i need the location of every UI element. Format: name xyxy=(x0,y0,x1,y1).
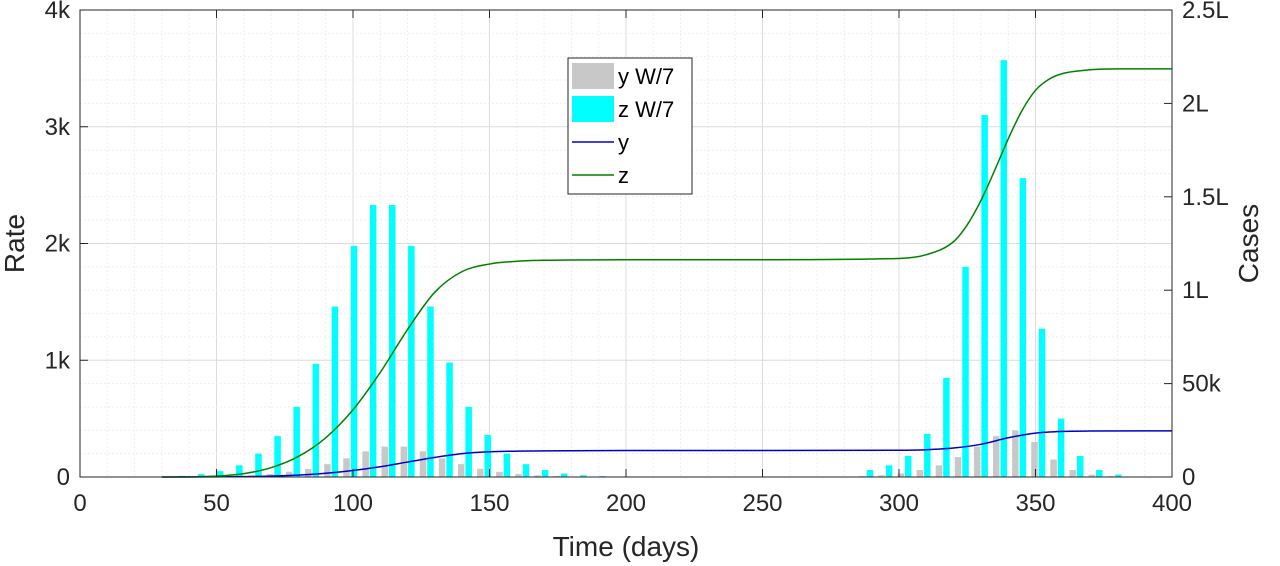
bar-y-w-7 xyxy=(305,468,312,477)
bar-z-w-7 xyxy=(1096,469,1103,477)
bar-y-w-7 xyxy=(935,465,943,477)
bar-y-w-7 xyxy=(343,458,350,477)
bars xyxy=(171,60,1122,477)
bar-z-w-7 xyxy=(484,434,492,477)
x-tick-label: 250 xyxy=(742,490,782,517)
bar-z-w-7 xyxy=(866,469,874,477)
bar-y-w-7 xyxy=(1012,430,1019,477)
bar-z-w-7 xyxy=(446,362,453,477)
x-axis-label: Time (days) xyxy=(553,531,700,562)
legend-swatch-z-w7 xyxy=(572,96,614,122)
bar-y-w-7 xyxy=(1088,474,1096,477)
lines xyxy=(161,68,1173,478)
bar-y-w-7 xyxy=(1031,441,1038,477)
legend-label-z-w7: z W/7 xyxy=(618,97,674,122)
bar-z-w-7 xyxy=(962,266,969,477)
ticks: 0 50 100 150 200 250 300 350 40001k2k3k4k050k1L1… xyxy=(45,0,1229,517)
legend-label-y: y xyxy=(618,130,629,155)
x-tick-label: 150 xyxy=(469,490,509,517)
bar-z-w-7 xyxy=(943,377,950,477)
bar-z-w-7 xyxy=(465,406,472,477)
bar-z-w-7 xyxy=(580,475,587,477)
bar-z-w-7 xyxy=(981,115,988,477)
bar-y-w-7 xyxy=(362,451,369,477)
bar-z-w-7 xyxy=(274,436,281,477)
bar-z-w-7 xyxy=(408,245,415,477)
y-left-tick-label: 1k xyxy=(45,347,71,374)
bar-z-w-7 xyxy=(293,406,300,477)
bar-z-w-7 xyxy=(522,464,530,477)
grid xyxy=(79,9,1173,478)
y-right-tick-label: 1.5L xyxy=(1182,184,1229,211)
y-left-tick-label: 3k xyxy=(45,114,71,141)
y-right-tick-label: 0 xyxy=(1182,464,1195,491)
bar-z-w-7 xyxy=(560,473,568,477)
bar-y-w-7 xyxy=(419,451,427,477)
bar-z-w-7 xyxy=(331,306,339,477)
bar-y-w-7 xyxy=(438,458,446,477)
y-axis-left-label: Rate xyxy=(0,214,30,273)
bar-z-w-7 xyxy=(1057,418,1065,477)
bar-y-w-7 xyxy=(285,471,293,477)
bar-y-w-7 xyxy=(878,475,885,477)
bar-z-w-7 xyxy=(1000,60,1008,477)
y-left-tick-label: 0 xyxy=(57,464,70,491)
y-right-tick-label: 2L xyxy=(1182,90,1209,117)
x-tick-label: 0 xyxy=(73,490,86,517)
legend: y W/7 z W/7 y z xyxy=(567,57,693,195)
legend-swatch-y-w7 xyxy=(572,63,614,89)
bar-z-w-7 xyxy=(503,453,511,477)
legend-label-z: z xyxy=(618,163,629,188)
y-left-tick-label: 2k xyxy=(45,231,71,258)
y-right-tick-label: 1L xyxy=(1182,277,1209,304)
bar-y-w-7 xyxy=(381,446,388,477)
x-tick-label: 300 xyxy=(879,490,919,517)
bar-y-w-7 xyxy=(400,446,408,477)
y-left-tick-label: 4k xyxy=(45,0,71,24)
bar-z-w-7 xyxy=(427,306,434,477)
bar-y-w-7 xyxy=(993,436,1000,477)
bar-y-w-7 xyxy=(496,471,503,477)
x-tick-label: 50 xyxy=(203,490,230,517)
bar-z-w-7 xyxy=(255,453,262,477)
bar-y-w-7 xyxy=(477,468,484,477)
bar-y-w-7 xyxy=(324,464,331,477)
bar-z-w-7 xyxy=(350,245,358,477)
bar-z-w-7 xyxy=(904,455,912,477)
line-series-z xyxy=(161,68,1172,478)
bar-y-w-7 xyxy=(515,474,522,477)
bar-z-w-7 xyxy=(312,363,320,477)
line-series-y xyxy=(161,430,1173,478)
bar-y-w-7 xyxy=(954,457,962,477)
bar-y-w-7 xyxy=(973,446,981,477)
bar-z-w-7 xyxy=(236,465,243,477)
y-right-tick-label: 2.5L xyxy=(1182,0,1229,24)
bar-y-w-7 xyxy=(534,475,541,477)
bar-y-w-7 xyxy=(457,464,465,477)
bar-z-w-7 xyxy=(1115,474,1122,477)
legend-label-y-w7: y W/7 xyxy=(618,64,674,89)
bar-z-w-7 xyxy=(388,204,396,477)
x-tick-label: 350 xyxy=(1015,490,1055,517)
x-tick-label: 400 xyxy=(1152,490,1192,517)
bar-z-w-7 xyxy=(217,471,224,477)
y-right-tick-label: 50k xyxy=(1182,371,1222,398)
x-tick-label: 100 xyxy=(333,490,373,517)
bar-y-w-7 xyxy=(1069,469,1076,477)
bar-z-w-7 xyxy=(1076,455,1084,477)
bar-z-w-7 xyxy=(369,204,377,477)
bar-z-w-7 xyxy=(1019,178,1027,477)
bar-y-w-7 xyxy=(1050,459,1057,477)
y-axis-right-label: Cases xyxy=(1233,204,1264,283)
bar-z-w-7 xyxy=(197,474,205,477)
x-tick-label: 200 xyxy=(606,490,646,517)
bar-z-w-7 xyxy=(885,465,893,477)
bar-z-w-7 xyxy=(541,469,549,477)
bar-z-w-7 xyxy=(1038,328,1046,477)
bar-z-w-7 xyxy=(924,433,931,477)
bar-y-w-7 xyxy=(897,473,904,477)
bar-y-w-7 xyxy=(916,469,924,477)
